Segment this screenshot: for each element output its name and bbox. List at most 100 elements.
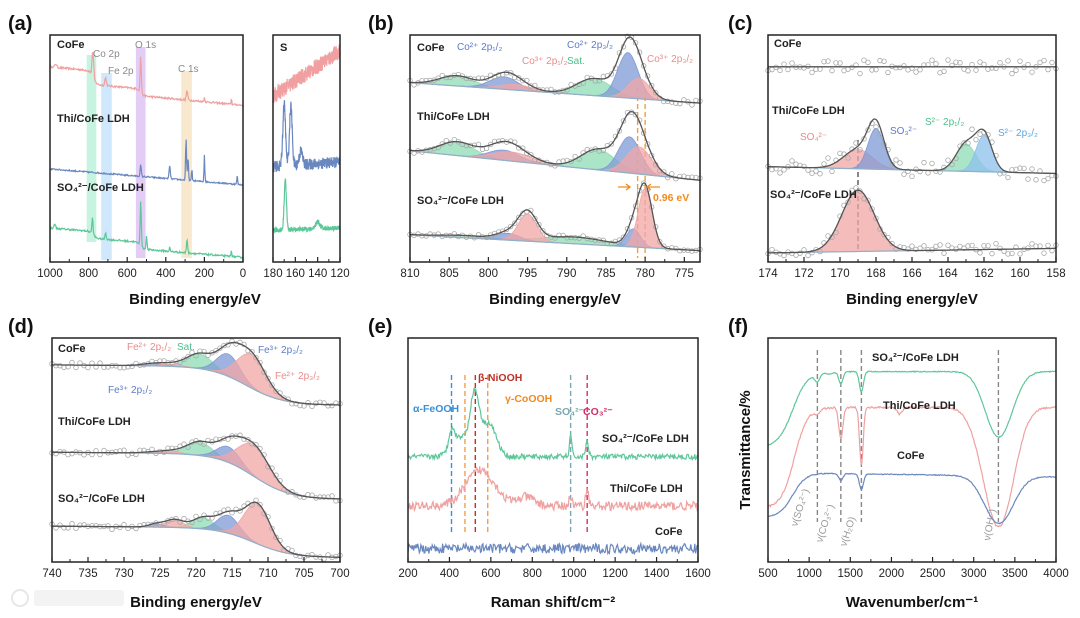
x-axis-label: Binding energy/eV [129,291,261,308]
data-point [640,180,647,186]
annotation: ν(CO₃²⁻) [814,503,837,544]
data-point [265,375,271,382]
x-tick-label: 600 [481,568,500,580]
data-point [909,243,915,249]
data-point [217,345,223,351]
series-label: SO₄²⁻/CoFe LDH [57,182,144,194]
data-point [877,57,883,64]
data-point [965,68,971,74]
data-point [965,140,971,146]
data-point [781,167,787,173]
chart-panel-1: 180 160 140 120 S [263,34,350,280]
data-point [933,168,939,174]
data-point [65,525,71,531]
series-label: SO₄²⁻/CoFe LDH [770,189,857,201]
data-point [889,240,895,247]
data-point [869,206,875,212]
annotation: β-NiOOH [478,372,522,384]
data-point [917,66,923,73]
x-tick-label: 140 [308,268,327,280]
data-point [781,61,787,67]
data-point [789,60,795,66]
data-point [885,69,891,76]
x-tick-label: 1000 [561,568,587,580]
data-point [837,150,843,156]
series-line [767,472,1057,525]
x-tick-label: 174 [758,268,778,280]
data-point [608,141,615,147]
data-point [632,112,639,118]
series-label: CoFe [897,450,925,462]
data-point [568,234,574,241]
data-point [644,141,651,147]
data-point [685,174,691,181]
data-point [564,235,570,241]
plot-frame [767,34,1057,263]
series-1 [407,109,703,182]
series-label: CoFe [655,526,683,538]
data-point [109,526,115,533]
x-tick-label: 400 [156,268,175,280]
series-0 [407,33,703,108]
data-point [997,245,1003,252]
data-point [536,221,542,228]
band-label: Fe 2p [108,66,134,77]
data-point [873,124,879,130]
series-2 [49,497,343,562]
data-point [1017,165,1023,171]
data-point [805,252,811,259]
data-point [552,235,558,241]
annotation: Sat. [567,56,585,67]
data-point [837,60,843,66]
data-point [297,494,303,500]
data-point [777,67,783,74]
data-point [61,525,67,531]
series-0 [272,44,341,103]
data-point [1041,57,1047,64]
annotation: S²⁻ 2p₃/₂ [998,128,1038,139]
data-point [981,243,987,249]
x-tick-label: 200 [195,268,214,280]
data-point [665,98,671,105]
annotation: CO₃²⁻ [583,406,613,418]
data-point [201,512,207,518]
data-point [909,173,915,180]
series-label: SO₄²⁻/CoFe LDH [602,433,689,445]
annotation: Fe³⁺ 2p₁/₂ [108,385,152,396]
x-tick-label: 790 [557,268,576,280]
data-point [1021,165,1027,172]
data-point [512,220,518,226]
data-point [673,245,679,252]
series-line [407,466,699,513]
series-label: CoFe [58,343,86,355]
envelope-line [52,341,340,406]
data-point [929,160,935,167]
fit-component [768,143,1056,174]
data-point [1045,242,1051,249]
data-point [1033,177,1039,183]
x-tick-label: 775 [675,268,694,280]
series-0 [767,370,1057,446]
data-point [1041,250,1047,256]
data-point [447,74,453,81]
data-point [861,57,867,63]
data-point [945,57,951,63]
data-point [797,250,803,256]
data-point [781,252,787,259]
series-line [407,387,699,462]
x-tick-label: 795 [518,268,537,280]
series-line [767,370,1057,446]
data-point [817,248,823,255]
data-point [560,232,566,239]
x-tick-label: 1200 [602,568,628,580]
series-1 [49,139,243,187]
data-point [129,363,135,370]
fit-component [52,441,340,500]
data-point [221,435,227,441]
band-label: C 1s [178,64,199,75]
data-point [1005,58,1011,64]
data-point [921,159,927,166]
data-point [652,90,659,96]
